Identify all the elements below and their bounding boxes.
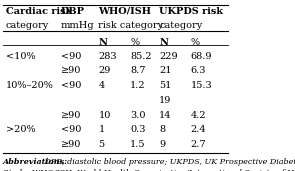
Text: UKPDS risk: UKPDS risk [159, 7, 223, 16]
Text: mmHg: mmHg [61, 22, 94, 30]
Text: 5: 5 [98, 140, 104, 149]
Text: 51: 51 [159, 81, 171, 90]
Text: 4: 4 [98, 81, 105, 90]
Text: 6.3: 6.3 [191, 67, 206, 75]
Text: 29: 29 [98, 67, 111, 75]
Text: <90: <90 [61, 52, 81, 61]
Text: ≥90: ≥90 [61, 140, 81, 149]
Text: 10: 10 [98, 111, 111, 120]
Text: 2.4: 2.4 [191, 126, 206, 134]
Text: 283: 283 [98, 52, 117, 61]
Text: 68.9: 68.9 [191, 52, 212, 61]
Text: 1.2: 1.2 [130, 81, 146, 90]
Text: ≥90: ≥90 [61, 111, 81, 120]
Text: 10%–20%: 10%–20% [6, 81, 54, 90]
Text: <90: <90 [61, 126, 81, 134]
Text: 14: 14 [159, 111, 172, 120]
Text: category: category [6, 22, 49, 30]
Text: 8: 8 [159, 126, 165, 134]
Text: ≥90: ≥90 [61, 67, 81, 75]
Text: 3.0: 3.0 [130, 111, 146, 120]
Text: 2.7: 2.7 [191, 140, 206, 149]
Text: >20%: >20% [6, 126, 35, 134]
Text: 21: 21 [159, 67, 172, 75]
Text: WHO/ISH: WHO/ISH [98, 7, 151, 16]
Text: Abbreviations:: Abbreviations: [3, 158, 68, 166]
Text: DBP: DBP [61, 7, 85, 16]
Text: %: % [191, 38, 200, 47]
Text: 4.2: 4.2 [191, 111, 206, 120]
Text: 1: 1 [98, 126, 105, 134]
Text: 15.3: 15.3 [191, 81, 213, 90]
Text: 19: 19 [159, 96, 171, 105]
Text: 1.5: 1.5 [130, 140, 146, 149]
Text: <10%: <10% [6, 52, 35, 61]
Text: Study; WHO/ISH, World Health Organization/International Society of Hypertension.: Study; WHO/ISH, World Health Organizatio… [3, 169, 295, 171]
Text: Cardiac risk: Cardiac risk [6, 7, 72, 16]
Text: N: N [159, 38, 168, 47]
Text: <90: <90 [61, 81, 81, 90]
Text: DPB, diastolic blood pressure; UKPDS, UK Prospective Diabetes Study; WHO/ISH, Wo: DPB, diastolic blood pressure; UKPDS, UK… [42, 158, 295, 166]
Text: N: N [98, 38, 107, 47]
Text: 229: 229 [159, 52, 178, 61]
Text: 9: 9 [159, 140, 165, 149]
Text: risk category: risk category [98, 22, 163, 30]
Text: 8.7: 8.7 [130, 67, 146, 75]
Text: 85.2: 85.2 [130, 52, 152, 61]
Text: %: % [130, 38, 139, 47]
Text: 0.3: 0.3 [130, 126, 146, 134]
Text: category: category [159, 22, 202, 30]
